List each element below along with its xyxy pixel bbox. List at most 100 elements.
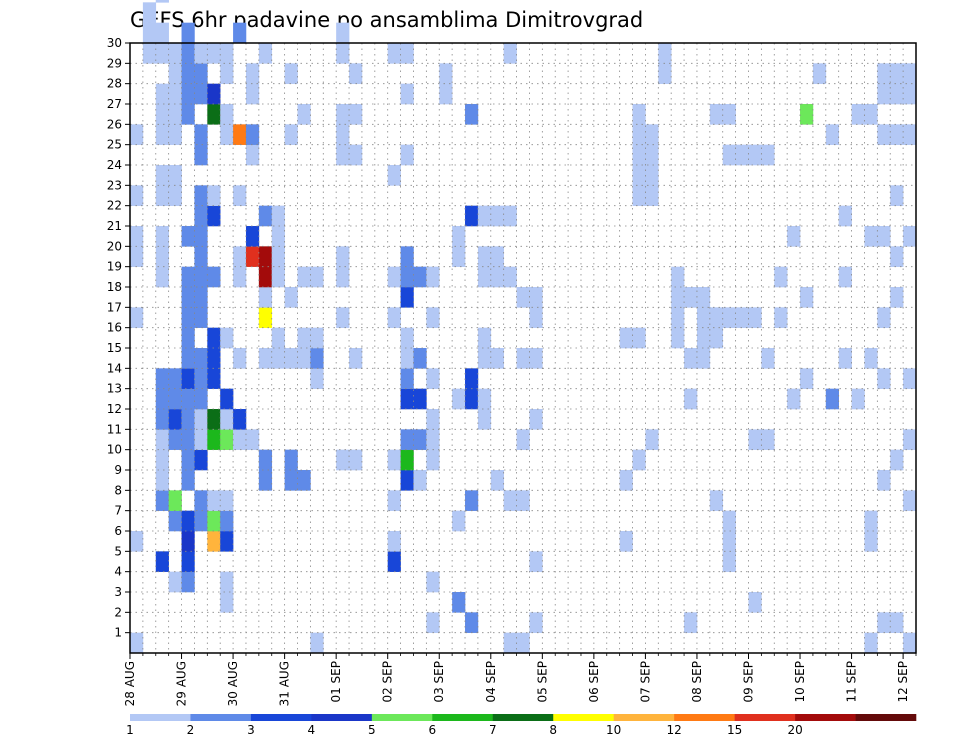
heatmap-cell xyxy=(336,43,350,64)
heatmap-cell xyxy=(194,63,208,84)
heatmap-cell xyxy=(207,327,221,349)
heatmap-cell xyxy=(400,348,414,369)
heatmap-cell xyxy=(181,571,195,593)
heatmap-cell xyxy=(477,388,492,410)
heatmap-cell xyxy=(877,368,891,389)
heatmap-cell xyxy=(271,348,285,369)
heatmap-cell xyxy=(155,470,169,491)
heatmap-cell xyxy=(877,307,891,328)
heatmap-cell xyxy=(426,449,440,471)
heatmap-cell xyxy=(671,307,685,328)
heatmap-cell xyxy=(194,348,208,369)
heatmap-cell xyxy=(838,266,852,288)
heatmap-cell xyxy=(207,43,221,64)
heatmap-cell xyxy=(465,205,479,227)
heatmap-cell xyxy=(864,632,878,654)
heatmap-cell xyxy=(310,368,324,389)
heatmap-cell xyxy=(864,226,878,247)
legend-label: 10 xyxy=(606,723,621,737)
heatmap-cell xyxy=(207,490,221,511)
heatmap-cell xyxy=(400,388,414,410)
heatmap-cell xyxy=(194,287,208,308)
heatmap-cell xyxy=(787,388,801,410)
heatmap-cell xyxy=(194,490,208,511)
heatmap-cell xyxy=(220,510,234,532)
heatmap-cell xyxy=(838,348,852,369)
heatmap-cell xyxy=(903,632,917,654)
x-tick-label: 09 SEP xyxy=(741,661,755,703)
legend-label: 1 xyxy=(126,723,134,737)
heatmap-cell xyxy=(258,449,273,471)
heatmap-cell xyxy=(632,449,646,471)
heatmap-cell xyxy=(168,368,182,389)
heatmap-cell xyxy=(864,510,878,532)
heatmap-cell xyxy=(890,185,904,206)
heatmap-cell xyxy=(748,429,762,450)
heatmap-cell xyxy=(696,307,711,328)
heatmap-cell xyxy=(258,348,273,369)
heatmap-cell xyxy=(877,63,891,84)
heatmap-cell xyxy=(297,348,311,369)
heatmap-cell xyxy=(233,124,247,145)
heatmap-cell xyxy=(387,165,401,186)
heatmap-cell xyxy=(426,266,440,288)
heatmap-cell xyxy=(490,266,504,288)
heatmap-cell xyxy=(709,307,724,328)
heatmap-cell xyxy=(284,470,298,491)
heatmap-cell xyxy=(155,43,169,64)
heatmap-cell xyxy=(722,551,736,572)
heatmap-cell xyxy=(181,510,195,532)
legend-label: 3 xyxy=(247,723,255,737)
heatmap-cell xyxy=(207,205,221,227)
heatmap-cell xyxy=(207,104,221,125)
heatmap-cell xyxy=(220,571,234,593)
heatmap-cell xyxy=(903,490,917,511)
heatmap-cell xyxy=(696,348,711,369)
y-tick-label: 22 xyxy=(107,199,122,213)
heatmap-cell xyxy=(233,429,247,450)
heatmap-cell xyxy=(336,124,350,145)
heatmap-cell xyxy=(709,490,724,511)
heatmap-cell xyxy=(529,287,543,308)
heatmap-cell xyxy=(168,124,182,145)
heatmap-cell xyxy=(387,490,401,511)
heatmap-cell xyxy=(709,327,724,349)
heatmap-cell xyxy=(645,165,659,186)
y-tick-label: 10 xyxy=(107,443,122,457)
heatmap-cell xyxy=(619,470,633,491)
heatmap-cell xyxy=(516,287,530,308)
y-tick-label: 25 xyxy=(107,138,122,152)
heatmap-cell xyxy=(194,43,208,64)
heatmap-cell xyxy=(516,348,530,369)
heatmap-cell xyxy=(155,185,169,206)
legend-label: 6 xyxy=(428,723,436,737)
heatmap-cell xyxy=(903,83,917,105)
heatmap-cell xyxy=(155,429,169,450)
heatmap-cell xyxy=(877,124,891,145)
x-tick-label: 02 SEP xyxy=(381,661,395,703)
y-tick-label: 29 xyxy=(107,56,122,70)
heatmap-cell xyxy=(310,266,324,288)
heatmap-cell xyxy=(387,43,401,64)
heatmap-cell xyxy=(413,266,427,288)
y-tick-label: 2 xyxy=(114,605,122,619)
heatmap-cell xyxy=(465,490,479,511)
heatmap-cell xyxy=(194,205,208,227)
heatmap-cell xyxy=(658,63,672,84)
heatmap-cell xyxy=(130,185,144,206)
heatmap-cell xyxy=(220,124,234,145)
heatmap-cell xyxy=(477,409,492,430)
heatmap-cell xyxy=(903,124,917,145)
heatmap-cell xyxy=(181,449,195,471)
heatmap-cell xyxy=(233,185,247,206)
heatmap-cell xyxy=(503,632,517,654)
heatmap-cell xyxy=(800,287,814,308)
heatmap-cell xyxy=(181,43,195,64)
heatmap-cell xyxy=(245,226,260,247)
heatmap-cell xyxy=(825,388,839,410)
heatmap-cell xyxy=(516,632,530,654)
heatmap-cell xyxy=(632,144,646,166)
heatmap-cell xyxy=(155,266,169,288)
heatmap-cell xyxy=(400,470,414,491)
x-tick-label: 07 SEP xyxy=(638,661,652,703)
